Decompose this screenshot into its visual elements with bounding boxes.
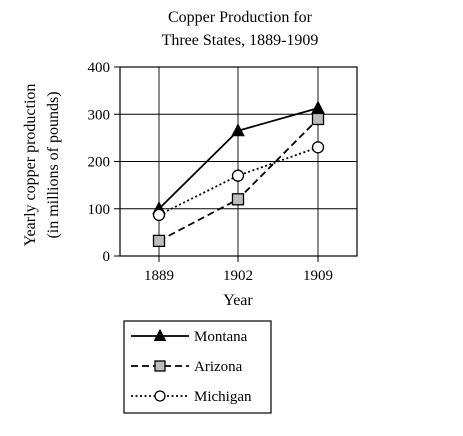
y-tick-label-200: 200 <box>88 155 111 171</box>
data-point-arizona-1902 <box>231 193 245 206</box>
y-tick-label-100: 100 <box>88 202 111 218</box>
legend-item-michigan: Michigan <box>131 389 252 405</box>
data-point-michigan-1909 <box>311 141 325 154</box>
y-tick-label-300: 300 <box>88 107 111 123</box>
series-line-michigan <box>158 146 319 216</box>
axis-ticks: 0 100 200 300 400 1889 1902 1909 <box>88 60 334 284</box>
data-point-arizona-1889 <box>152 234 166 248</box>
legend-label-arizona: Arizona <box>194 359 243 375</box>
y-tick-label-400: 400 <box>88 60 111 76</box>
chart-title-line-2: Three States, 1889-1909 <box>162 32 319 49</box>
chart-title-line-1: Copper Production for <box>168 9 313 26</box>
legend-label-montana: Montana <box>194 329 248 345</box>
y-tick-label-0: 0 <box>103 249 111 265</box>
data-point-michigan-1889 <box>152 208 166 222</box>
legend-item-montana: Montana <box>131 328 248 345</box>
x-axis-label: Year <box>223 292 253 309</box>
legend-marker-arizona <box>154 360 166 372</box>
x-tick-label-1889: 1889 <box>144 268 174 284</box>
legend-entries: Montana Arizona Michigan <box>131 328 252 405</box>
x-tick-label-1909: 1909 <box>303 268 333 284</box>
data-point-montana-1909 <box>311 100 325 114</box>
x-tick-label-1902: 1902 <box>223 268 253 284</box>
plot-frame <box>119 66 358 257</box>
y-axis-label-line-2: (in millions of pounds) <box>45 91 62 238</box>
data-point-michigan-1902 <box>231 169 245 182</box>
data-point-montana-1902 <box>231 123 245 137</box>
legend-label-michigan: Michigan <box>194 389 252 405</box>
legend-item-arizona: Arizona <box>131 359 243 375</box>
legend: Montana Arizona Michigan <box>123 320 272 414</box>
grid-lines <box>120 66 357 256</box>
legend-marker-michigan <box>154 390 166 402</box>
legend-box <box>123 320 272 414</box>
series-markers <box>152 100 325 248</box>
legend-marker-montana <box>153 328 167 341</box>
y-axis-label-line-1: Yearly copper production <box>22 84 39 247</box>
data-point-arizona-1909 <box>311 112 325 126</box>
